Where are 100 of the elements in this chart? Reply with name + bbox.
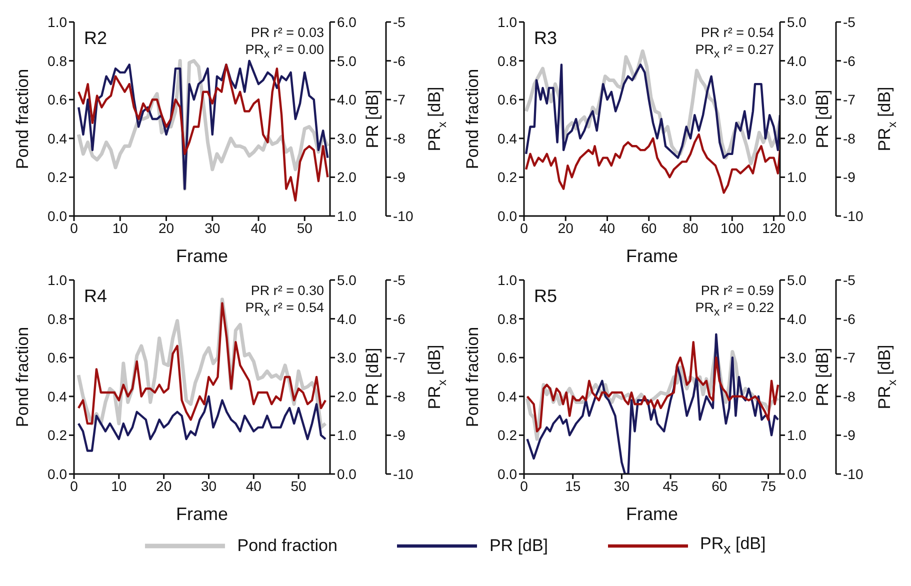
line-series — [524, 133, 780, 194]
x-tick-label: 50 — [296, 220, 313, 236]
y2-tick-label: 1.0 — [787, 169, 807, 186]
chart-title: R5 — [534, 286, 558, 307]
x-tick-label: 80 — [682, 220, 698, 236]
y-tick-label: 0.4 — [48, 130, 68, 146]
y-tick-label: 0.8 — [498, 310, 518, 327]
y2-tick-label: 1.0 — [337, 208, 357, 224]
y-tick-label: 1.0 — [48, 14, 68, 30]
y2-axis-title: PR [dB] — [813, 90, 832, 148]
y2-tick-label: 2.0 — [787, 130, 807, 146]
y-tick-label: 0.2 — [48, 169, 68, 186]
x-tick-label: 20 — [158, 220, 174, 236]
y-tick-label: 0.2 — [498, 427, 518, 444]
y3-tick-label: -10 — [843, 208, 864, 224]
x-tick-label: 40 — [246, 478, 262, 494]
x-tick-label: 60 — [712, 478, 728, 494]
y3-tick-label: -9 — [843, 169, 856, 186]
line-series — [77, 395, 327, 452]
annotation: PR$_{x}$ r² = 0.54 — [245, 299, 324, 321]
y2-tick-label: 2.0 — [337, 169, 357, 186]
annotation: PR$_{x}$ r² = 0.27 — [695, 41, 774, 63]
y2-tick-label: 4.0 — [337, 310, 357, 327]
y2-tick-label: 0.0 — [337, 466, 357, 482]
y-tick-label: 0.8 — [48, 52, 68, 69]
y2-tick-label: 3.0 — [337, 130, 357, 146]
y-tick-label: 0.2 — [48, 427, 68, 444]
x-axis-title: Frame — [176, 246, 228, 266]
y-tick-label: 0.6 — [48, 350, 68, 366]
y-tick-label: 0.6 — [498, 350, 518, 366]
x-tick-label: 30 — [200, 478, 217, 494]
x-tick-label: 120 — [762, 220, 786, 236]
y3-tick-label: -10 — [393, 466, 414, 482]
y-axis-title: Pond fraction — [463, 68, 482, 170]
x-tick-label: 10 — [112, 220, 128, 236]
y2-tick-label: 1.0 — [787, 427, 807, 444]
legend-label: PR$_{x}$ [dB] — [700, 534, 766, 558]
y-axis-title: Pond fraction — [13, 326, 32, 428]
y3-tick-label: -5 — [393, 272, 406, 288]
x-tick-label: 10 — [111, 478, 127, 494]
y2-tick-label: 2.0 — [787, 388, 807, 404]
y-tick-label: 0.2 — [498, 169, 518, 186]
y-tick-label: 0.8 — [48, 310, 68, 327]
x-tick-label: 20 — [558, 220, 574, 236]
x-tick-label: 20 — [156, 478, 172, 494]
x-tick-label: 0 — [70, 478, 78, 494]
y2-tick-label: 3.0 — [787, 350, 807, 366]
y3-tick-label: -5 — [393, 14, 406, 30]
y2-tick-label: 5.0 — [337, 52, 357, 69]
y3-tick-label: -9 — [393, 169, 406, 186]
y3-tick-label: -5 — [843, 272, 856, 288]
y3-tick-label: -10 — [393, 208, 414, 224]
y2-tick-label: 6.0 — [337, 14, 357, 30]
y3-tick-label: -7 — [843, 92, 856, 108]
y3-tick-label: -8 — [843, 130, 856, 146]
y2-tick-label: 0.0 — [787, 208, 807, 224]
y2-tick-label: 0.0 — [787, 466, 807, 482]
x-tick-label: 75 — [760, 478, 776, 494]
y-tick-label: 0.0 — [498, 208, 518, 224]
x-tick-label: 40 — [250, 220, 266, 236]
y2-axis-title: PR [dB] — [363, 90, 382, 148]
x-axis-title: Frame — [176, 504, 228, 524]
y-tick-label: 0.6 — [498, 92, 518, 108]
y-tick-label: 0.4 — [498, 130, 518, 146]
y3-tick-label: -8 — [393, 388, 406, 404]
chart-title: R3 — [534, 28, 558, 49]
y3-tick-label: -8 — [393, 130, 406, 146]
y3-tick-label: -7 — [843, 350, 856, 366]
x-tick-label: 0 — [520, 220, 528, 236]
y3-tick-label: -9 — [393, 427, 406, 444]
y-tick-label: 0.4 — [498, 388, 518, 404]
y3-tick-label: -8 — [843, 388, 856, 404]
y-tick-label: 0.0 — [48, 208, 68, 224]
y2-tick-label: 4.0 — [787, 52, 807, 69]
y3-tick-label: -7 — [393, 350, 406, 366]
y3-tick-label: -6 — [843, 52, 856, 69]
y-axis-title: Pond fraction — [13, 68, 32, 170]
y2-axis-title: PR [dB] — [813, 348, 832, 406]
y2-tick-label: 5.0 — [787, 272, 807, 288]
x-tick-label: 15 — [565, 478, 581, 494]
line-series — [524, 64, 780, 159]
y2-axis-title: PR [dB] — [363, 348, 382, 406]
y3-tick-label: -6 — [843, 310, 856, 327]
annotation: PR r² = 0.59 — [700, 282, 774, 299]
y2-tick-label: 3.0 — [787, 92, 807, 108]
x-tick-label: 40 — [599, 220, 616, 236]
annotation: PR$_{x}$ r² = 0.22 — [695, 299, 774, 321]
y2-tick-label: 4.0 — [787, 310, 807, 327]
y-tick-label: 1.0 — [498, 14, 518, 30]
y3-tick-label: -5 — [843, 14, 856, 30]
y2-tick-label: 5.0 — [787, 14, 807, 30]
y-tick-label: 0.4 — [48, 388, 68, 404]
x-tick-label: 0 — [520, 478, 528, 494]
x-tick-label: 50 — [290, 478, 307, 494]
legend-label: Pond fraction — [237, 536, 338, 556]
x-axis-title: Frame — [626, 504, 678, 524]
x-tick-label: 30 — [614, 478, 630, 494]
y-tick-label: 1.0 — [48, 272, 68, 288]
y2-tick-label: 1.0 — [337, 427, 357, 444]
x-tick-label: 0 — [70, 220, 78, 236]
